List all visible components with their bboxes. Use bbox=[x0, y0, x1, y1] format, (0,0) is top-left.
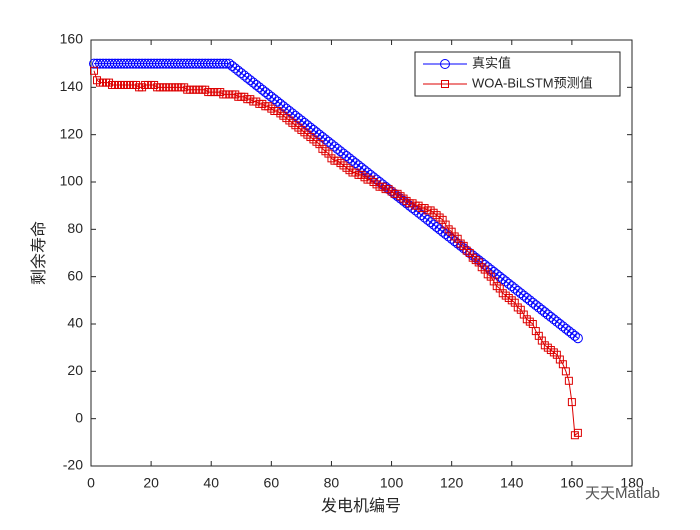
legend-marker bbox=[440, 59, 450, 69]
data-point bbox=[221, 58, 232, 69]
x-tick-label: 20 bbox=[143, 475, 159, 491]
y-tick-label: 160 bbox=[60, 31, 84, 47]
x-tick-label: 0 bbox=[87, 475, 95, 491]
y-tick-label: 60 bbox=[67, 267, 83, 283]
legend: 真实值 WOA-BiLSTM预测值 bbox=[414, 51, 621, 97]
x-tick-label: 160 bbox=[560, 475, 584, 491]
y-tick-label: 120 bbox=[60, 125, 84, 141]
y-tick-label: 0 bbox=[75, 409, 83, 425]
y-tick-label: -20 bbox=[63, 457, 83, 473]
x-tick-label: 140 bbox=[500, 475, 524, 491]
y-tick-label: 20 bbox=[67, 362, 83, 378]
x-tick-label: 60 bbox=[264, 475, 280, 491]
legend-label: 真实值 bbox=[472, 55, 511, 70]
x-tick-label: 180 bbox=[620, 475, 644, 491]
data-point bbox=[567, 398, 576, 407]
data-point bbox=[569, 330, 580, 341]
data-point bbox=[573, 428, 582, 437]
watermark: 天天Matlab bbox=[585, 485, 660, 502]
legend-box bbox=[414, 51, 621, 97]
y-tick-label: 40 bbox=[67, 315, 83, 331]
data-point bbox=[218, 58, 229, 69]
x-axis-label: 发电机编号 bbox=[321, 497, 401, 515]
x-tick-label: 100 bbox=[380, 475, 404, 491]
plot-area bbox=[90, 39, 633, 467]
y-tick-label: 140 bbox=[60, 78, 84, 94]
y-tick-label: 80 bbox=[67, 220, 83, 236]
y-tick-label: 100 bbox=[60, 173, 84, 189]
x-tick-label: 80 bbox=[324, 475, 340, 491]
data-point bbox=[561, 367, 570, 376]
data-point bbox=[572, 333, 583, 344]
x-tick-label: 120 bbox=[440, 475, 464, 491]
data-point bbox=[90, 66, 99, 75]
x-tick-label: 40 bbox=[203, 475, 219, 491]
legend-marker bbox=[441, 80, 449, 88]
y-axis-label: 剩余寿命 bbox=[29, 221, 48, 285]
legend-label: WOA-BiLSTM预测值 bbox=[472, 75, 593, 90]
data-point bbox=[564, 376, 573, 385]
